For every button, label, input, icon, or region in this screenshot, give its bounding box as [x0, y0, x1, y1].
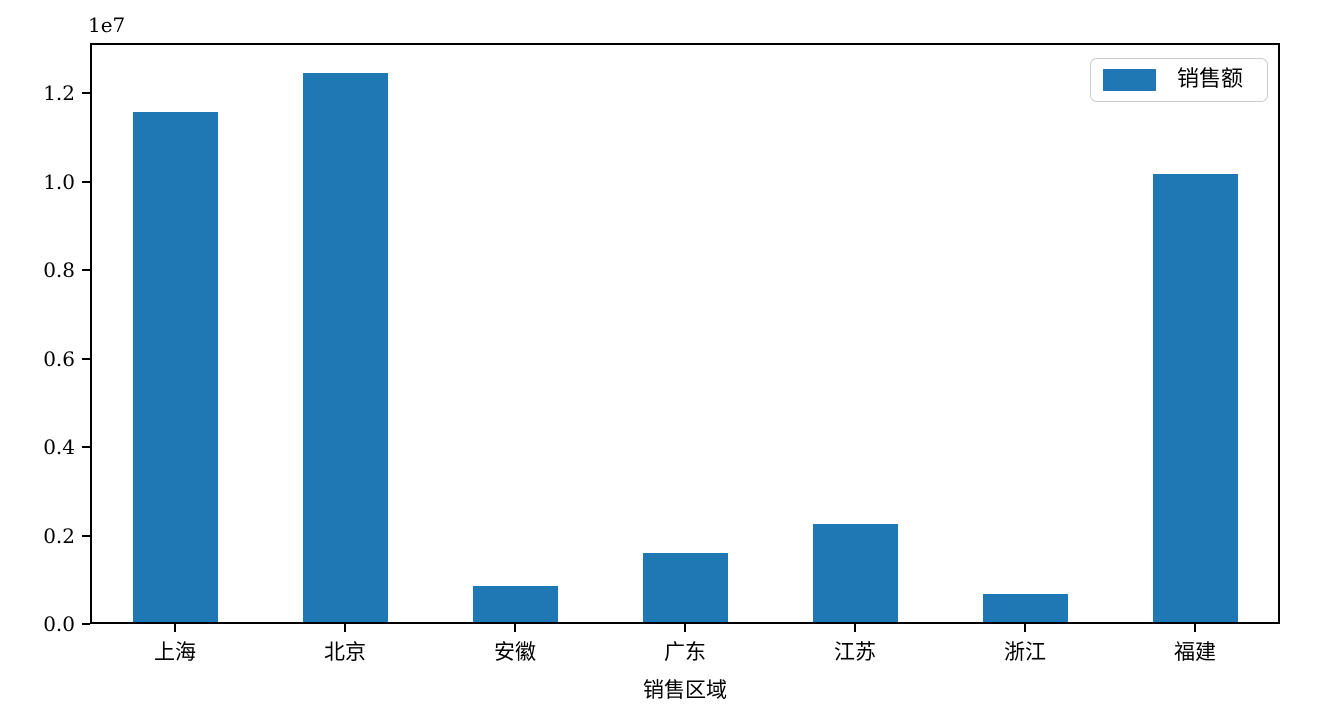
x-tick-label-北京: 北京 — [324, 640, 366, 664]
y-tick-label: 0.0 — [43, 612, 75, 636]
legend: 销售额 — [1090, 58, 1268, 102]
bar-江苏 — [812, 523, 898, 624]
y-tick-label: 1.2 — [43, 81, 75, 106]
legend-swatch — [1103, 69, 1156, 91]
y-tick-mark — [82, 357, 90, 360]
y-axis-offset-text: 1e7 — [88, 13, 126, 37]
y-tick-mark — [82, 446, 90, 449]
x-tick-label-上海: 上海 — [154, 640, 196, 664]
x-tick-mark — [1194, 624, 1196, 632]
y-tick-label: 1.0 — [43, 169, 75, 194]
y-tick-mark — [82, 180, 90, 183]
y-tick-mark — [82, 534, 90, 537]
x-tick-mark — [344, 624, 346, 632]
bar-安徽 — [472, 585, 558, 624]
y-tick-label: 0.6 — [43, 346, 75, 371]
plot-area — [90, 43, 1280, 624]
bar-广东 — [642, 553, 728, 624]
bar-浙江 — [982, 594, 1068, 624]
x-tick-mark — [174, 624, 176, 632]
bar-福建 — [1152, 173, 1238, 624]
x-axis-label: 销售区域 — [643, 678, 727, 702]
x-tick-label-福建: 福建 — [1174, 640, 1216, 664]
x-tick-mark — [514, 624, 516, 632]
x-tick-label-浙江: 浙江 — [1004, 640, 1046, 664]
x-tick-mark — [854, 624, 856, 632]
y-tick-label: 0.2 — [43, 523, 75, 548]
bar-上海 — [132, 111, 218, 624]
bar-北京 — [302, 72, 388, 624]
y-tick-mark — [82, 92, 90, 95]
y-tick-mark — [82, 623, 90, 625]
x-tick-mark — [684, 624, 686, 632]
x-tick-mark — [1024, 624, 1026, 632]
x-tick-label-广东: 广东 — [664, 640, 706, 664]
y-tick-label: 0.4 — [43, 435, 75, 460]
y-tick-mark — [82, 269, 90, 272]
x-tick-label-安徽: 安徽 — [494, 640, 536, 664]
x-tick-label-江苏: 江苏 — [834, 640, 876, 664]
y-tick-label: 0.8 — [43, 258, 75, 283]
legend-label: 销售额 — [1177, 67, 1244, 92]
